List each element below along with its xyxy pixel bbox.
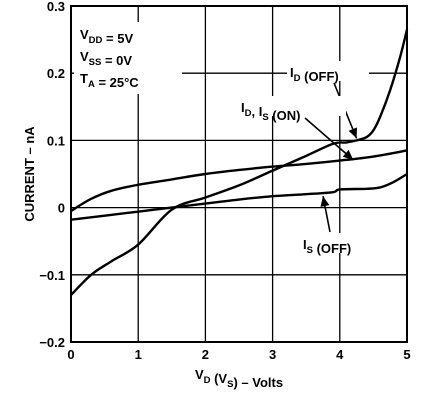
y-tick-label: 0.3: [47, 0, 65, 14]
condition-text: VDD = 5V: [80, 27, 133, 46]
y-axis-label: CURRENT – nA: [22, 126, 37, 222]
plot-frame: [70, 5, 408, 343]
label-backing: [238, 96, 346, 116]
x-tick-label: 2: [202, 347, 209, 362]
label-is-off: IS (OFF): [303, 237, 351, 256]
y-tick-label: −0.2: [39, 335, 65, 350]
arrow-head: [320, 196, 330, 207]
x-tick-label: 0: [67, 347, 74, 362]
condition-text: TA = 25°C: [80, 71, 139, 90]
arrow-head: [348, 127, 357, 139]
arrow-head: [342, 149, 354, 160]
x-tick-label: 5: [403, 347, 410, 362]
label-backing: [299, 233, 383, 253]
x-tick-label: 1: [135, 347, 142, 362]
y-tick-label: 0: [58, 201, 65, 216]
x-axis-label: VD (VS) – Volts: [195, 367, 283, 390]
y-tick-label: 0.1: [47, 133, 65, 148]
series-line-is-off: [70, 172, 408, 221]
label-id-off: ID (OFF): [290, 65, 339, 84]
series-line-id-off: [70, 29, 409, 296]
tick-labels: 0 1 2 3 4 5 −0.2 −0.1 0 0.1 0.2 0.3 VD (VS) – Volts C…: [22, 0, 411, 390]
y-tick-label: 0.2: [47, 66, 65, 81]
series-curves: [70, 29, 409, 296]
x-tick-label: 4: [336, 347, 344, 362]
condition-text: VSS = 0V: [80, 49, 132, 68]
x-tick-label: 3: [269, 347, 276, 362]
conditions-box: [74, 22, 182, 94]
annotations: VDD = 5V VSS = 0V TA = 25°C ID (OFF) ID, IS …: [74, 22, 383, 256]
series-line-id-is-on: [70, 149, 408, 212]
label-backing: [287, 61, 369, 81]
y-tick-label: −0.1: [39, 268, 65, 283]
arrow-id-is-on: [304, 117, 354, 161]
label-id-is-on: ID, IS (ON): [241, 100, 300, 123]
